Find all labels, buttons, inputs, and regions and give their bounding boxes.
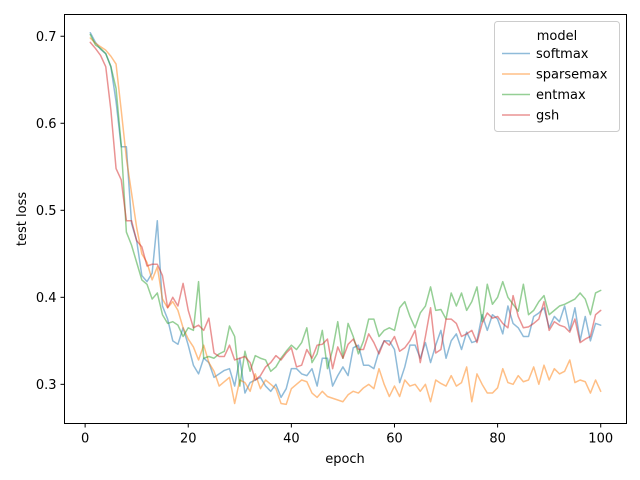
- plot-frame: [64, 14, 627, 424]
- legend-label-softmax: softmax: [536, 47, 589, 62]
- legend-label-entmax: entmax: [536, 88, 586, 103]
- y-tick-label: 0.6: [36, 117, 57, 132]
- y-tick-label: 0.3: [36, 378, 57, 393]
- x-tick-label: 20: [180, 432, 197, 447]
- x-tick-label: 80: [489, 432, 506, 447]
- series-line-gsh: [89, 41, 602, 381]
- legend-title: model: [537, 29, 577, 44]
- legend-items: softmax sparsemax entmax gsh: [502, 47, 608, 124]
- x-axis: 0 20 40 60 80 100: [81, 423, 613, 447]
- y-tick-label: 0.7: [36, 30, 57, 45]
- y-axis-label: test loss: [15, 192, 30, 246]
- y-tick-label: 0.4: [36, 291, 57, 306]
- x-tick-label: 100: [588, 432, 613, 447]
- legend-box: [494, 21, 620, 132]
- x-tick-label: 60: [386, 432, 403, 447]
- series-line-sparsemax: [89, 37, 602, 406]
- y-tick-label: 0.5: [36, 204, 57, 219]
- y-axis: 0.3 0.4 0.5 0.6 0.7: [36, 30, 65, 393]
- x-tick-label: 0: [81, 432, 89, 447]
- x-tick-label: 40: [283, 432, 300, 447]
- legend-label-gsh: gsh: [536, 109, 559, 124]
- legend: model softmax sparsemax entmax gsh: [494, 21, 620, 132]
- x-axis-label: epoch: [325, 452, 365, 467]
- legend-label-sparsemax: sparsemax: [536, 68, 608, 83]
- series-line-softmax: [89, 32, 602, 399]
- series-layer: [89, 32, 602, 406]
